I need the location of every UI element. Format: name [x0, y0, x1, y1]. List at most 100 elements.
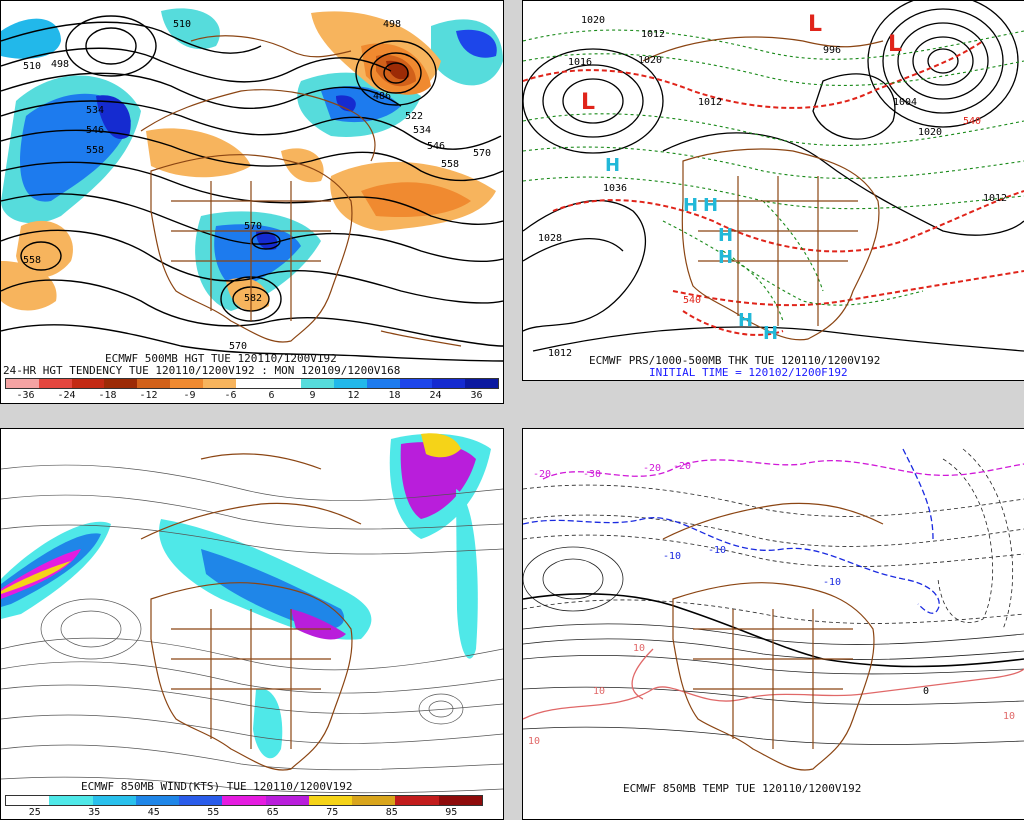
- high-marker: H: [683, 195, 698, 216]
- colorbar-swatch: [169, 379, 203, 388]
- contour-label: -20: [643, 463, 661, 474]
- contour-label: 546: [86, 125, 104, 136]
- contour-label: -10: [708, 545, 726, 556]
- panel-500mb-height: 510 498 534 546 558 570 582 570 558 498 …: [0, 0, 504, 404]
- contour-label: 996: [823, 45, 841, 56]
- contour-label: -20: [673, 461, 691, 472]
- colorbar-tick-label: -6: [224, 390, 237, 401]
- contour-label: -10: [823, 577, 841, 588]
- tendency-colorbar-ticks: -36 -24 -18 -12 -9 -6 6 9 12 18 24 36: [5, 390, 497, 401]
- contour-label: 10: [633, 643, 645, 654]
- contour-label: 570: [473, 148, 491, 159]
- contour-label: 1012: [641, 29, 665, 40]
- contour-label: 1004: [893, 97, 917, 108]
- coastlines: [642, 36, 884, 341]
- contour-label: -20: [533, 469, 551, 480]
- colorbar-swatch: [135, 796, 180, 805]
- contour-label: -30: [583, 469, 601, 480]
- panel-title: ECMWF 850MB TEMP TUE 120110/1200V192: [623, 782, 862, 795]
- colorbar-swatch: [265, 796, 309, 805]
- colorbar-swatch: [202, 379, 236, 388]
- colorbar-swatch: [308, 796, 353, 805]
- colorbar-swatch: [104, 379, 138, 388]
- isotherm-0: [523, 593, 1024, 668]
- high-marker: H: [605, 155, 620, 176]
- panel-850mb-wind: ECMWF 850MB WIND(KTS) TUE 120110/1200V19…: [0, 428, 504, 820]
- isotherm-minus10: [523, 448, 940, 614]
- colorbar-tick-label: 85: [385, 807, 398, 818]
- contour-label: 1016: [568, 57, 592, 68]
- colorbar-tick-label: 55: [207, 807, 220, 818]
- contour-label: 498: [51, 59, 69, 70]
- colorbar-tick-label: 6: [268, 390, 275, 401]
- colorbar-swatch: [352, 796, 396, 805]
- colorbar-swatch: [235, 379, 269, 388]
- streamlines: [1, 464, 503, 794]
- colorbar-swatch: [399, 379, 433, 388]
- high-marker: H: [718, 247, 733, 268]
- contour-label: 0: [923, 686, 929, 697]
- contour-label: 1012: [698, 97, 722, 108]
- colorbar-swatch: [6, 796, 50, 805]
- height-map: 510 498 534 546 558 570 582 570 558 498 …: [1, 8, 503, 362]
- colorbar-tick-label: 9: [309, 390, 316, 401]
- wind-colorbar: [5, 795, 483, 806]
- colorbar-tick-label: 75: [326, 807, 339, 818]
- isobar-labels: 1020 1012 1016 1020 1036 1028 1012 1012 …: [538, 15, 1007, 359]
- panel-title: ECMWF 850MB WIND(KTS) TUE 120110/1200V19…: [81, 780, 353, 793]
- colorbar-swatch: [38, 379, 72, 388]
- contour-label: 534: [86, 105, 104, 116]
- colorbar-tick-label: 65: [266, 807, 279, 818]
- thickness-lines: [523, 40, 1024, 336]
- contour-label: 558: [441, 159, 459, 170]
- contour-label: 1020: [918, 127, 942, 138]
- initial-time: INITIAL TIME = 120102/1200F192: [649, 366, 848, 379]
- contour-label: 10: [528, 736, 540, 747]
- contour-label: 522: [405, 111, 423, 122]
- colorbar-swatch: [179, 796, 223, 805]
- colorbar-swatch: [438, 796, 482, 805]
- coastlines: [140, 453, 362, 771]
- colorbar-tick-label: -18: [98, 390, 117, 401]
- colorbar-tick-label: 18: [388, 390, 401, 401]
- high-marker: H: [763, 323, 778, 344]
- contour-label: 546: [427, 141, 445, 152]
- panel-title: ECMWF PRS/1000-500MB THK TUE 120110/1200…: [589, 354, 881, 367]
- coastlines: [140, 35, 462, 347]
- colorbar-swatch: [49, 796, 93, 805]
- colorbar-swatch: [395, 796, 439, 805]
- high-marker: H: [703, 195, 718, 216]
- contour-label: 1028: [538, 233, 562, 244]
- colorbar-tick-label: -9: [183, 390, 196, 401]
- colorbar-tick-label: -24: [57, 390, 76, 401]
- contour-label: 1012: [548, 348, 572, 359]
- colorbar-tick-label: 35: [88, 807, 101, 818]
- contour-labels: 510 498 534 546 558 570 582 570 558 498 …: [23, 19, 491, 352]
- isotherm-10: [523, 648, 1024, 720]
- height-contours: [1, 15, 503, 362]
- colorbar-swatch: [137, 379, 170, 388]
- colorbar-tick-label: 95: [445, 807, 458, 818]
- colorbar-swatch: [333, 379, 367, 388]
- isotherms: [523, 448, 1024, 745]
- colorbar-swatch: [366, 379, 400, 388]
- colorbar-tick-label: 24: [429, 390, 442, 401]
- contour-label: 534: [413, 125, 431, 136]
- isotherm-cold: [542, 459, 1024, 480]
- panel-subtitle: 24-HR HGT TENDENCY TUE 120110/1200V192 :…: [3, 364, 401, 377]
- colorbar-swatch: [432, 379, 466, 388]
- coastlines: [662, 502, 884, 771]
- contour-label: 10: [1003, 711, 1015, 722]
- colorbar-tick-label: 25: [28, 807, 41, 818]
- isotherm-labels: -30 -20 -20 -20 -10 -10 -10 10 10 10 10 …: [528, 461, 1015, 747]
- contour-label: 486: [373, 91, 391, 102]
- contour-label: -10: [663, 551, 681, 562]
- colorbar-tick-label: 45: [147, 807, 160, 818]
- colorbar-tick-label: -12: [139, 390, 158, 401]
- panel-title: ECMWF 500MB HGT TUE 120110/1200V192: [105, 352, 337, 365]
- high-markers: H H H H H H H: [605, 155, 778, 344]
- contour-label: 1020: [638, 55, 662, 66]
- colorbar-swatch: [71, 379, 105, 388]
- low-marker: L: [808, 12, 822, 37]
- contour-label: 570: [229, 341, 247, 352]
